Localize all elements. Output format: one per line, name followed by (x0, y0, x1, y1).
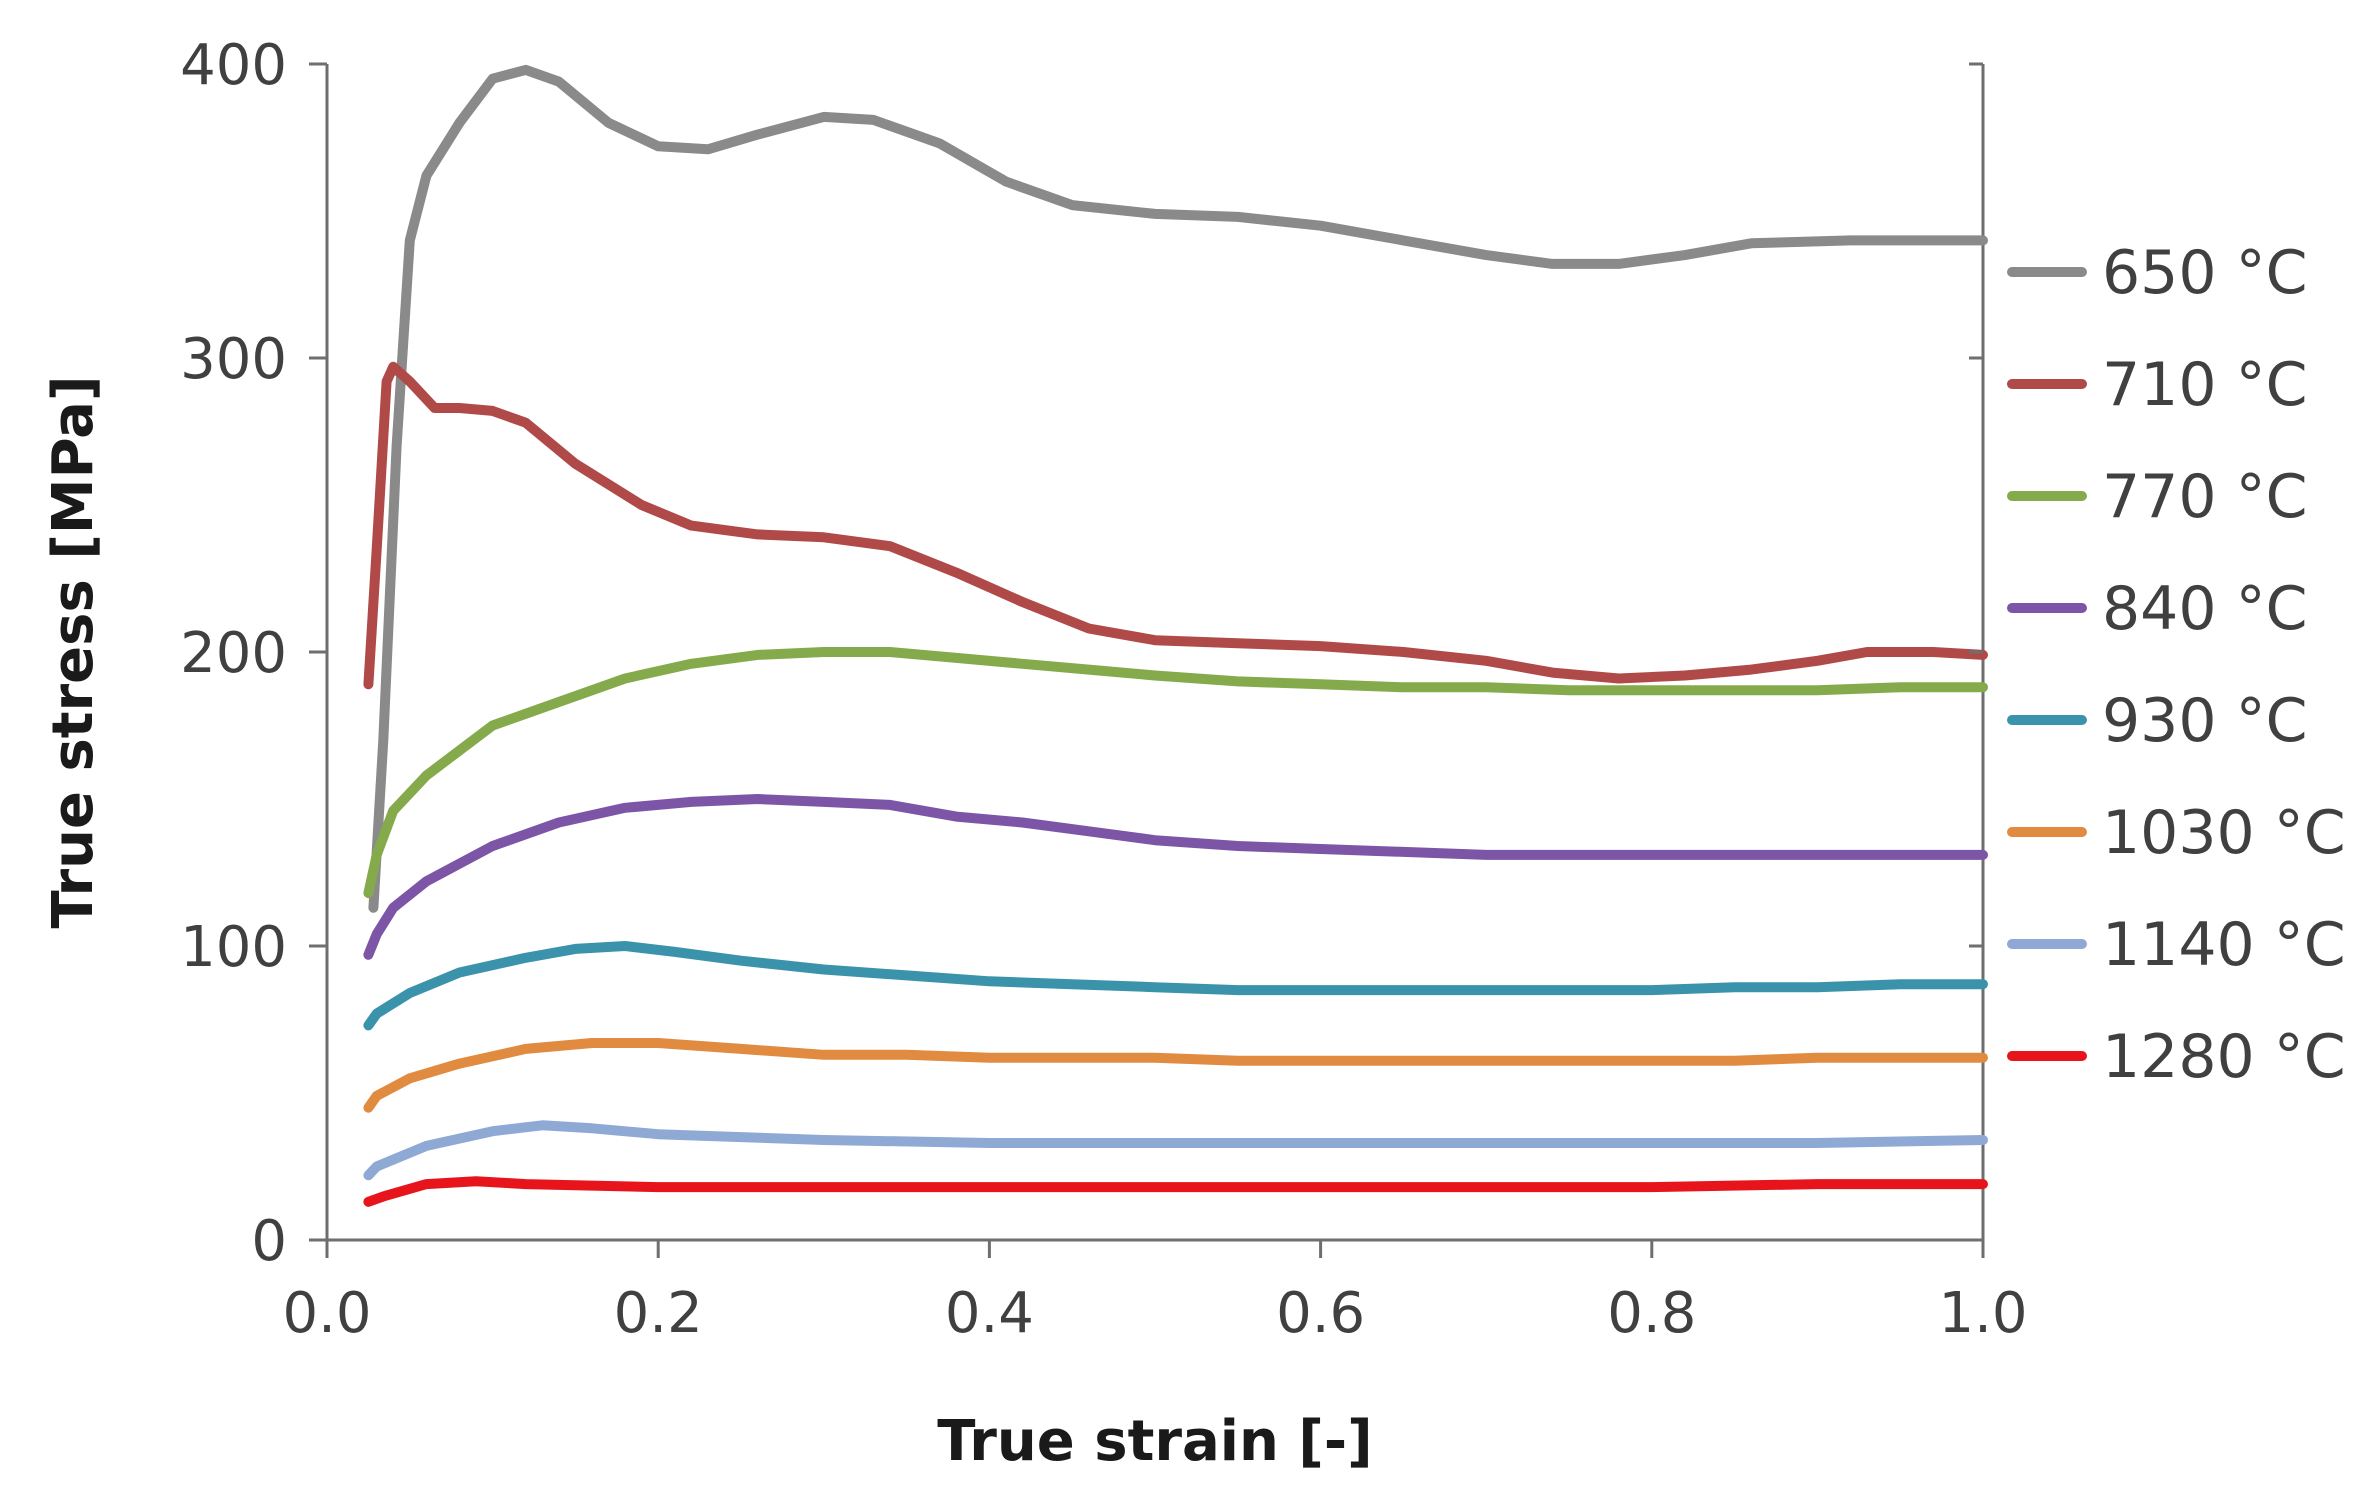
y-axis-title: True stress [MPa] (41, 375, 106, 928)
series-line (363, 1176, 1988, 1207)
x-tick-label: 0.8 (1607, 1281, 1696, 1346)
legend-label: 930 °C (2102, 686, 2308, 756)
series-line (363, 794, 1988, 960)
x-tick-label: 0.6 (1276, 1281, 1365, 1346)
legend-label: 1140 °C (2102, 910, 2346, 980)
series-line (363, 1120, 1988, 1181)
y-tick-label: 100 (180, 915, 287, 980)
legend-label: 1030 °C (2102, 798, 2346, 868)
series-group (363, 64, 1988, 1207)
x-tick-label: 0.0 (282, 1281, 371, 1346)
x-tick-label: 0.2 (614, 1281, 703, 1346)
legend-label: 770 °C (2102, 462, 2308, 532)
y-tick-label: 200 (180, 621, 287, 686)
legend: 650 °C 710 °C 770 °C 840 °C 930 °C 1030 °C 114… (2007, 238, 2346, 1092)
legend-label: 840 °C (2102, 574, 2308, 644)
y-tick-label: 0 (251, 1209, 287, 1274)
x-axis-title: True strain [-] (937, 1409, 1373, 1474)
y-tick-label: 300 (180, 327, 287, 392)
x-tick-label: 0.4 (945, 1281, 1034, 1346)
series-line (368, 64, 1988, 913)
legend-label: 1280 °C (2102, 1022, 2346, 1092)
legend-label: 710 °C (2102, 350, 2308, 420)
x-tick-label: 1.0 (1938, 1281, 2027, 1346)
series-line (363, 361, 1988, 690)
tick-group: 0 100 200 300 400 0.0 0.2 0.4 0.6 0.8 1.0 (180, 33, 2027, 1346)
series-line (363, 647, 1988, 899)
legend-label: 650 °C (2102, 238, 2308, 308)
series-line (363, 941, 1988, 1031)
y-tick-label: 400 (180, 33, 287, 98)
series-line (363, 1038, 1988, 1113)
